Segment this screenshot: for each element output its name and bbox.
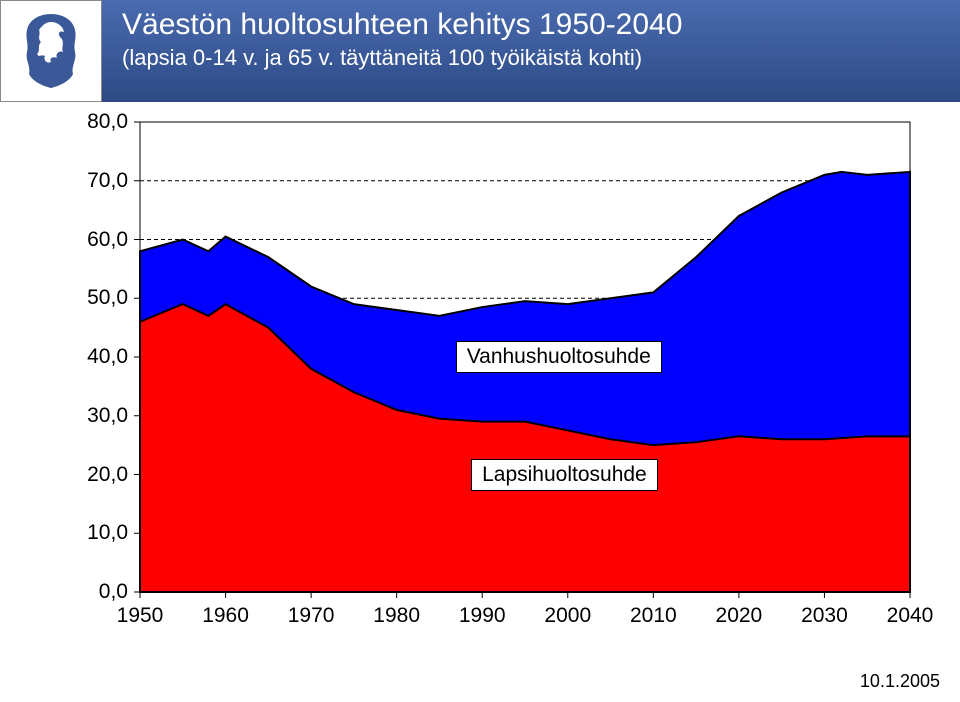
x-axis-label: 1970 [281,604,341,628]
x-axis-label: 2020 [709,604,769,628]
x-axis-label: 1990 [452,604,512,628]
x-axis-label: 1960 [196,604,256,628]
x-axis-label: 2040 [880,604,940,628]
y-axis-label: 50,0 [68,286,128,310]
dependency-ratio-chart: 0,0 10,0 20,0 30,0 40,0 50,0 60,0 70,0 80,0 1950… [0,102,960,662]
x-axis-label: 1950 [110,604,170,628]
y-axis-label: 40,0 [68,345,128,369]
x-axis-label: 2030 [794,604,854,628]
y-axis-label: 60,0 [68,228,128,252]
series-label-child: Lapsihuoltosuhde [471,459,658,491]
x-axis-label: 1980 [367,604,427,628]
page-title: Väestön huoltosuhteen kehitys 1950-2040 [122,8,940,43]
y-axis-label: 10,0 [68,521,128,545]
lion-emblem-icon [11,6,91,96]
title-box: Väestön huoltosuhteen kehitys 1950-2040 … [102,0,960,77]
x-axis-label: 2010 [623,604,683,628]
lion-emblem-logo [0,0,102,102]
chart-svg [0,102,960,662]
page-subtitle: (lapsia 0-14 v. ja 65 v. täyttäneitä 100… [122,45,940,71]
footer-date: 10.1.2005 [860,671,940,692]
series-label-elderly: Vanhushuoltosuhde [456,341,662,373]
header-bar: Väestön huoltosuhteen kehitys 1950-2040 … [0,0,960,102]
x-axis-label: 2000 [538,604,598,628]
y-axis-label: 20,0 [68,463,128,487]
y-axis-label: 80,0 [68,110,128,134]
y-axis-label: 30,0 [68,404,128,428]
y-axis-label: 0,0 [68,580,128,604]
y-axis-label: 70,0 [68,169,128,193]
